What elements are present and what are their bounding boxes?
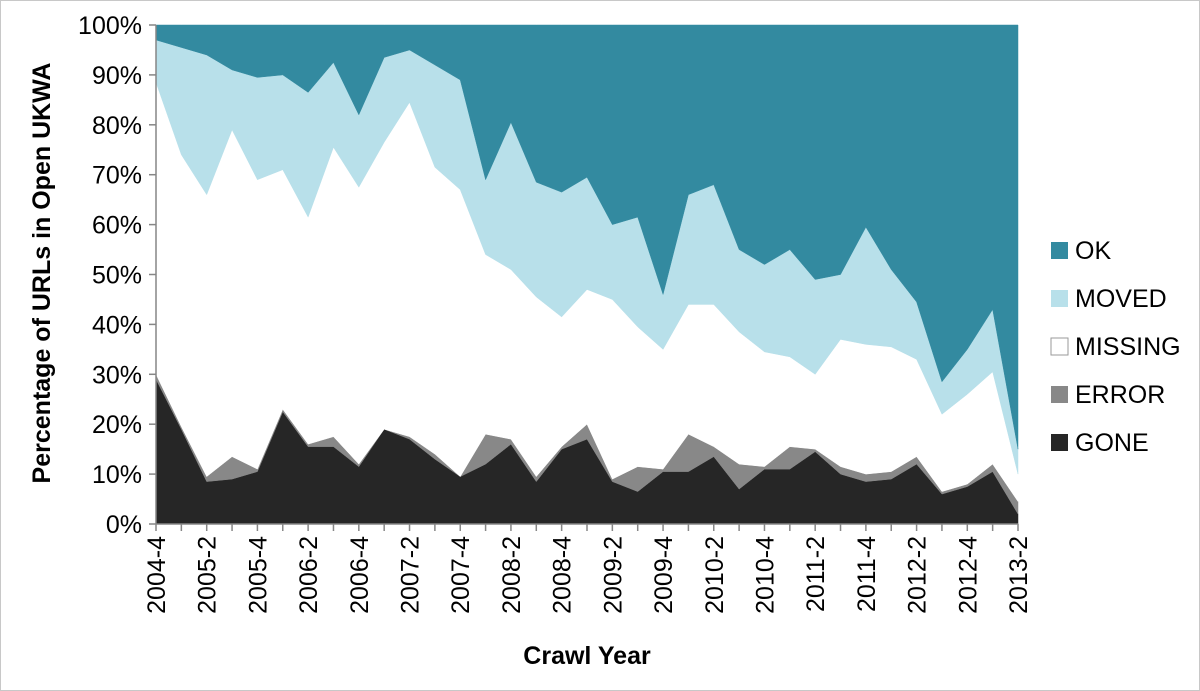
legend-label-ok: OK — [1075, 237, 1111, 265]
y-axis-title: Percentage of URLs in Open UKWA — [28, 63, 56, 484]
legend-swatch-gone — [1051, 434, 1068, 451]
legend: OK MOVED MISSING ERROR GONE — [1050, 237, 1181, 457]
x-tick-label: 2010-4 — [751, 536, 779, 614]
x-tick-label: 2007-4 — [447, 536, 475, 614]
y-tick-label: 10% — [92, 461, 142, 489]
x-tick-label: 2012-2 — [904, 536, 932, 614]
legend-swatch-error — [1051, 386, 1068, 403]
x-tick-label: 2009-4 — [650, 536, 678, 614]
area-ok — [155, 24, 1019, 450]
x-tick-label: 2011-2 — [802, 536, 830, 612]
y-tick-label: 70% — [92, 162, 142, 190]
y-tick-label: 100% — [78, 12, 142, 40]
y-tick-label: 90% — [92, 62, 142, 90]
x-tick-label: 2006-2 — [295, 536, 323, 614]
y-tick-label: 20% — [92, 411, 142, 439]
x-tick-label: 2007-2 — [397, 536, 425, 614]
legend-label-error: ERROR — [1075, 381, 1165, 409]
x-tick-label: 2008-4 — [549, 536, 577, 614]
x-tick-label: 2008-2 — [498, 536, 526, 614]
x-tick-label: 2005-2 — [194, 536, 222, 614]
y-tick-label: 50% — [92, 262, 142, 290]
legend-swatch-moved — [1051, 290, 1068, 307]
x-axis-title: Crawl Year — [523, 642, 651, 670]
y-tick-label: 0% — [106, 511, 142, 539]
x-tick-label: 2009-2 — [599, 536, 627, 614]
plot-areas — [155, 24, 1019, 525]
legend-label-moved: MOVED — [1075, 285, 1167, 313]
x-axis: 2004-4 2005-2 2005-4 2006-2 2006-4 2007-2 2007… — [143, 523, 1033, 614]
y-tick-label: 60% — [92, 212, 142, 240]
x-tick-label: 2006-4 — [346, 536, 374, 614]
y-tick-label: 30% — [92, 361, 142, 389]
y-tick-label: 80% — [92, 112, 142, 140]
x-tick-label: 2011-4 — [853, 536, 881, 612]
x-tick-label: 2012-4 — [954, 536, 982, 614]
y-axis: 0% 10% 20% 30% 40% 50% 60% 70% 80% 90% 100% — [78, 12, 157, 539]
x-tick-label: 2013-2 — [1005, 536, 1033, 614]
legend-label-missing: MISSING — [1075, 333, 1181, 361]
x-tick-label: 2005-4 — [244, 536, 272, 614]
legend-swatch-ok — [1051, 242, 1068, 259]
x-tick-label: 2010-2 — [701, 536, 729, 614]
y-tick-label: 40% — [92, 311, 142, 339]
x-tick-label: 2004-4 — [143, 536, 171, 614]
legend-label-gone: GONE — [1075, 429, 1149, 457]
legend-swatch-missing — [1050, 337, 1069, 356]
